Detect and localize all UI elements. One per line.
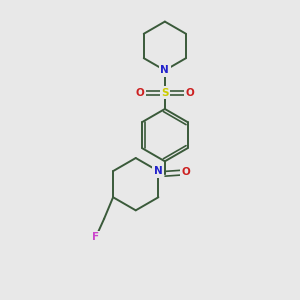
- Text: O: O: [135, 88, 144, 98]
- Text: N: N: [160, 65, 169, 75]
- Text: O: O: [182, 167, 190, 177]
- Text: S: S: [161, 88, 169, 98]
- Text: F: F: [92, 232, 99, 242]
- Text: N: N: [154, 166, 163, 176]
- Text: O: O: [186, 88, 194, 98]
